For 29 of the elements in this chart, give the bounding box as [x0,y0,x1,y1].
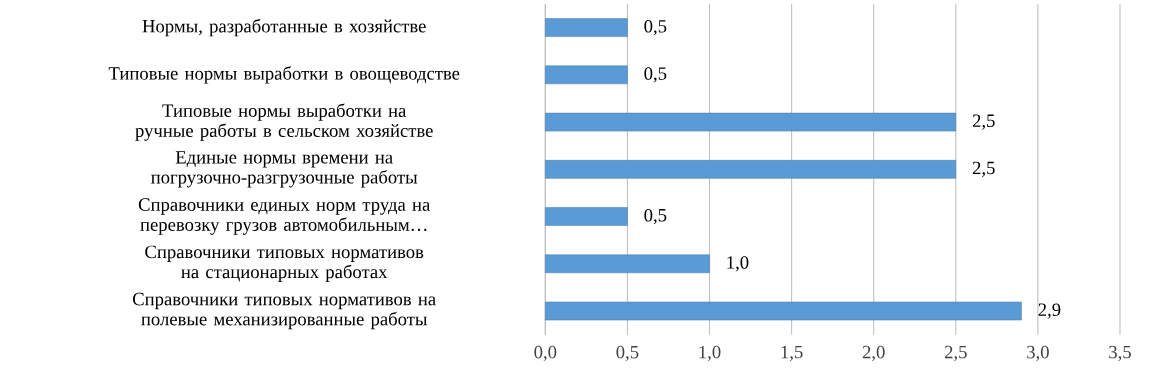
y-tick-label: Единые нормы времени на погрузочно-разгрузочные работы [151,151,418,188]
data-label: 2,5 [972,161,995,177]
x-tick-label: 3,0 [1027,345,1049,362]
data-label: 0,5 [644,208,667,225]
bar [545,301,1022,321]
data-label: 1,0 [727,256,749,272]
y-tick-label: Типовые нормы выработки на ручные работы в сельском хозяйстве [135,103,433,141]
x-tick-label: 1,0 [699,345,721,362]
y-tick-label: Типовые нормы выработки в овощеводстве [108,66,460,84]
bar [545,254,710,274]
data-label: 0,5 [644,67,667,83]
data-label: 2,5 [972,114,995,130]
x-tick-label: 2,0 [862,345,885,362]
data-label: 0,5 [644,19,667,36]
bar [545,18,628,37]
y-tick-label: Нормы, разработанные в хозяйстве [142,18,426,37]
x-tick-label: 0,0 [534,345,557,362]
bar [545,112,957,132]
data-label: 2,9 [1038,303,1061,319]
y-tick-label: Справочники типовых нормативов на стационарных работах [145,245,424,282]
x-tick-label: 3,5 [1109,345,1131,362]
x-tick-label: 2,5 [944,345,967,362]
y-tick-label: Справочники типовых нормативов на полевые механизированные работы [132,292,436,330]
bar [545,65,628,85]
bar [545,207,628,226]
y-tick-label: Справочники единых норм труда на перевозку грузов автомобильным… [138,198,430,235]
x-tick-label: 1,5 [781,345,803,361]
bar [545,160,957,179]
x-tick-label: 0,5 [616,345,639,362]
